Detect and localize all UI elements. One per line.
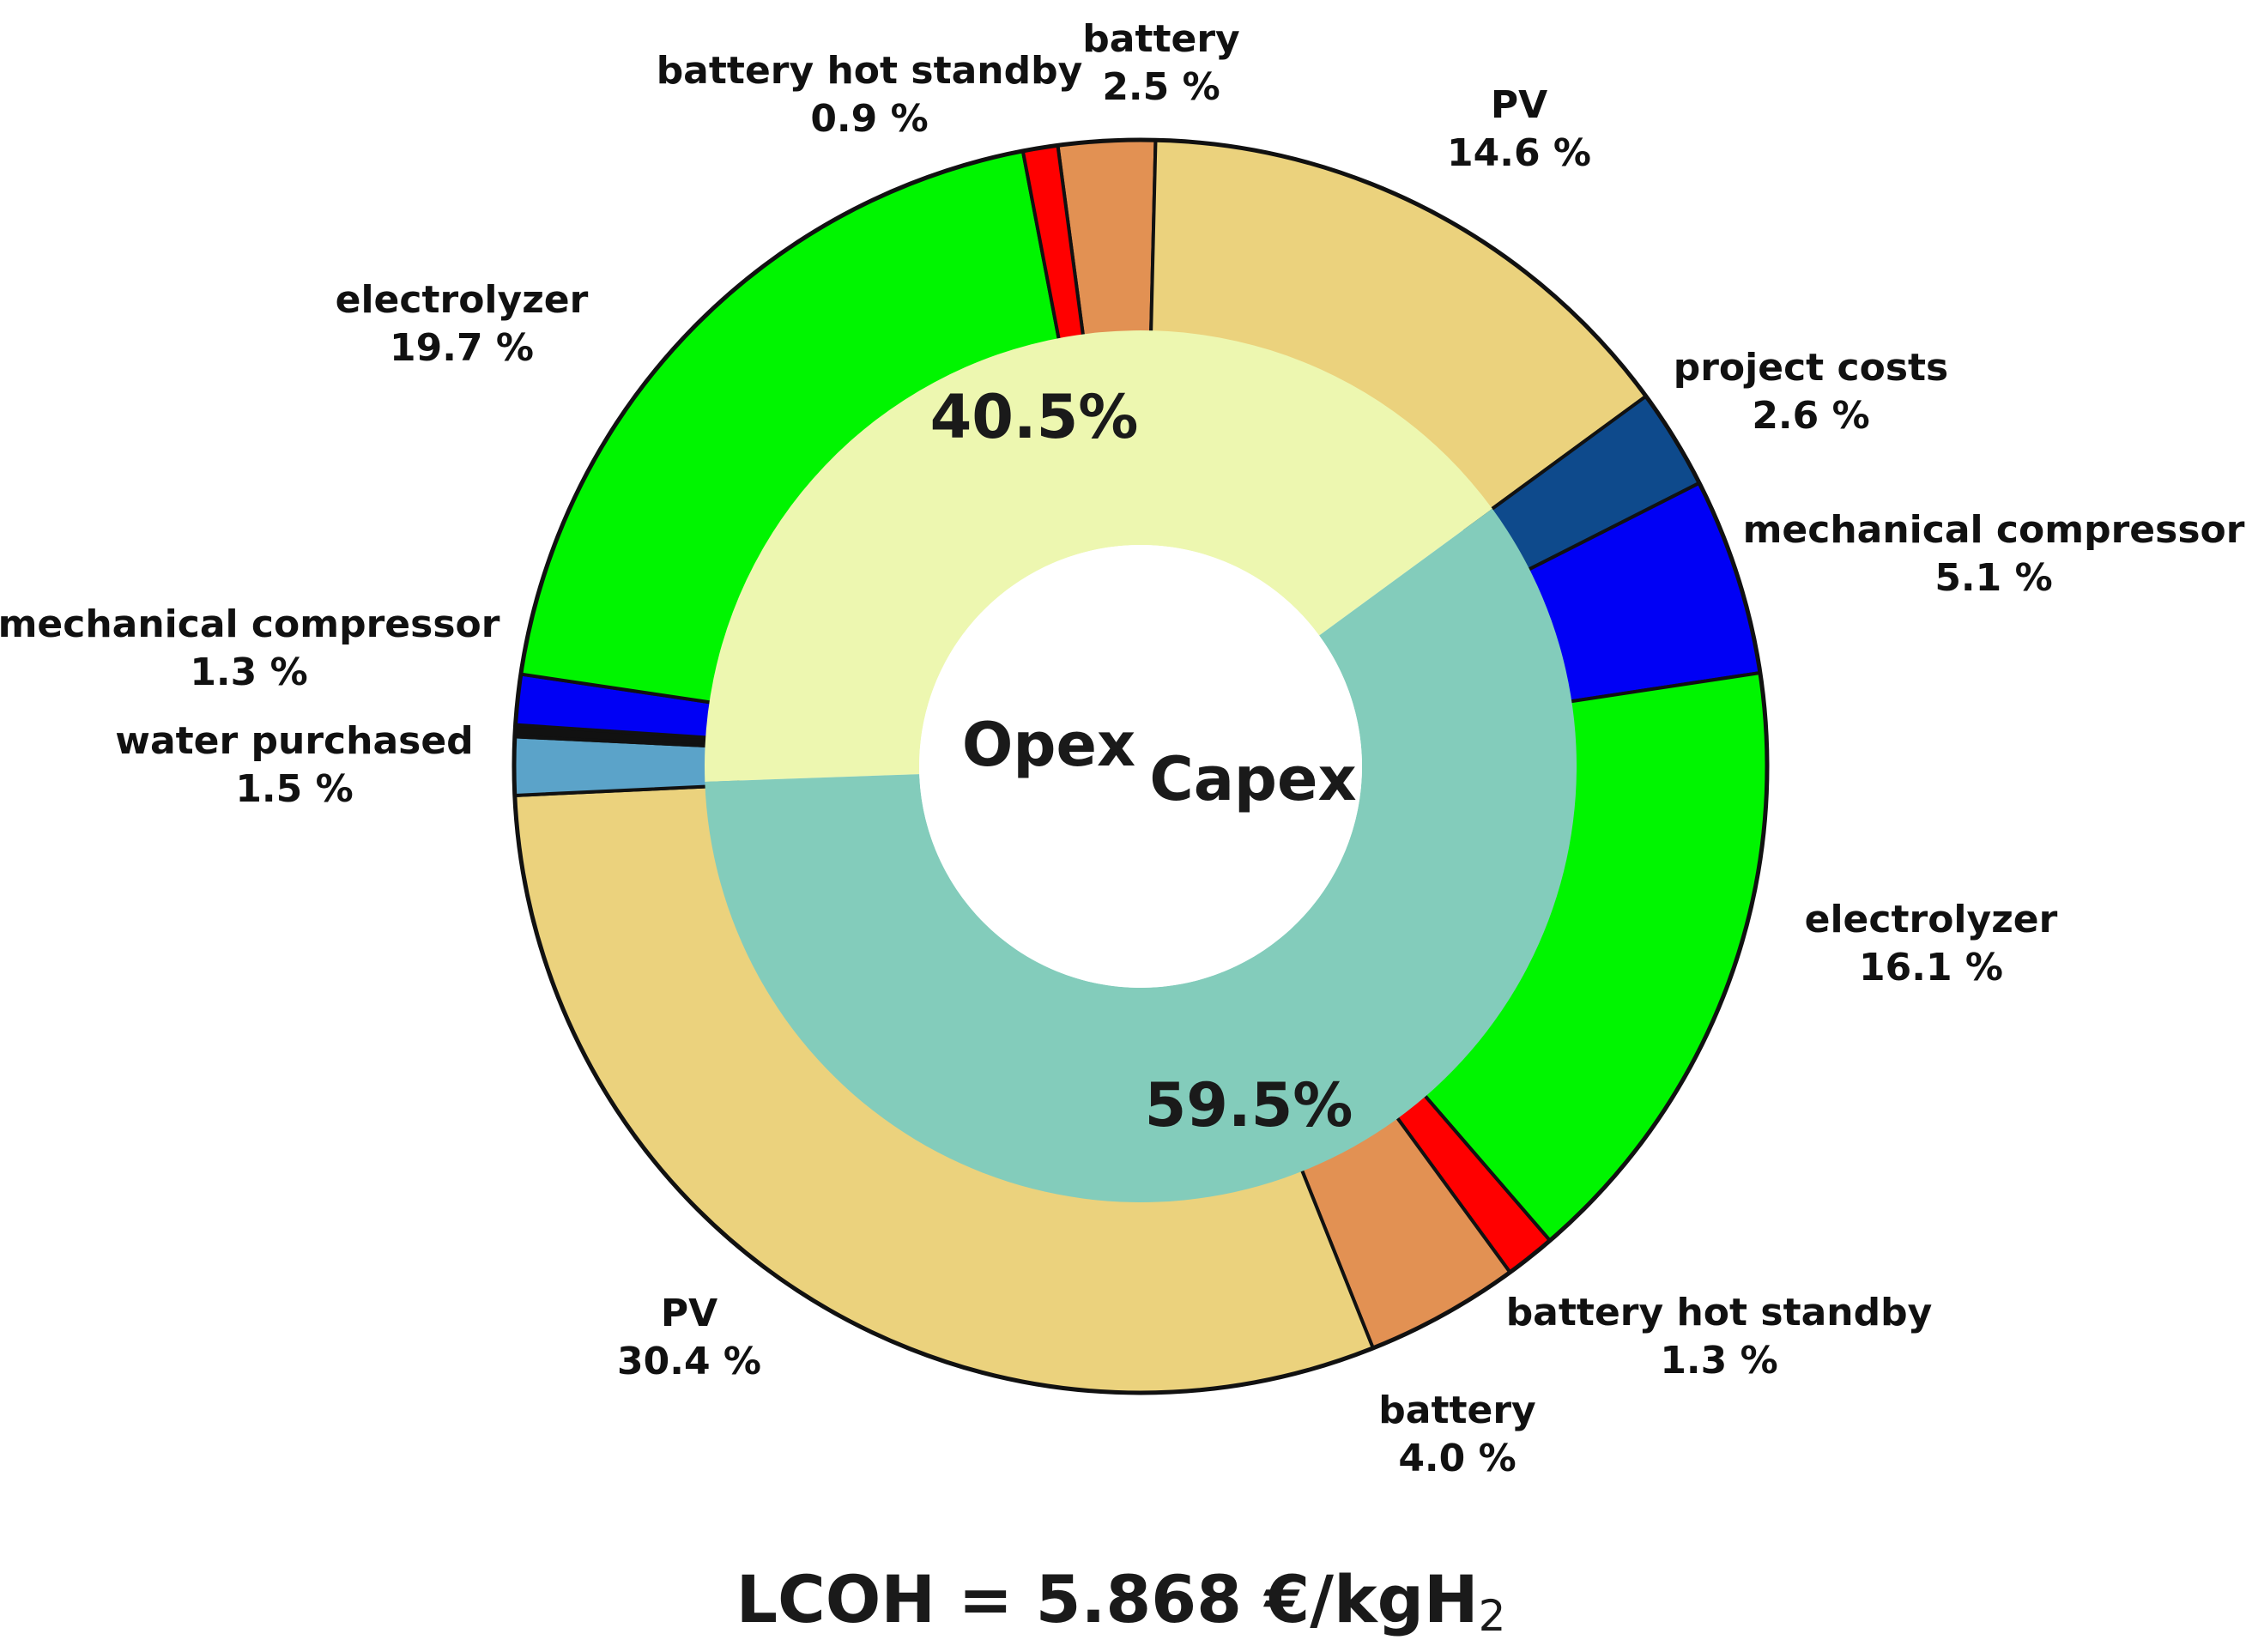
lcoh-caption-main: LCOH = 5.868 €/kgH: [736, 1561, 1479, 1637]
slice-pct-opex-water-purchased: 1.5 %: [235, 767, 353, 811]
slice-label-capex-mechanical-compressor: mechanical compressor: [1743, 508, 2245, 552]
center-label-opex: Opex: [962, 710, 1135, 780]
inner-ring: [705, 330, 1577, 1203]
slice-label-opex-electrolyzer: electrolyzer: [336, 278, 589, 322]
slice-pct-capex-project-costs: 2.6 %: [1752, 394, 1869, 438]
inner-slice-opex: [705, 330, 1492, 782]
slice-pct-opex-battery-hot-standby: 0.9 %: [810, 97, 928, 141]
slice-label-opex-mechanical-compressor: mechanical compressor: [0, 602, 500, 646]
lcoh-caption: LCOH = 5.868 €/kgH2: [736, 1561, 1506, 1641]
slice-pct-opex-mechanical-compressor: 1.3 %: [190, 651, 307, 694]
slice-pct-opex-electrolyzer: 19.7 %: [390, 326, 534, 370]
slice-pct-capex-mechanical-compressor: 5.1 %: [1934, 556, 2052, 600]
slice-label-capex-battery: battery: [1378, 1389, 1535, 1432]
slice-pct-capex-pv: 30.4 %: [617, 1340, 761, 1383]
slice-pct-capex-battery-hot-standby: 1.3 %: [1660, 1339, 1777, 1383]
slice-label-opex-battery: battery: [1082, 17, 1239, 61]
lcoh-caption-subscript: 2: [1479, 1591, 1506, 1641]
slice-pct-capex-electrolyzer: 16.1 %: [1859, 946, 2003, 989]
outer-ring-border: [512, 137, 1770, 1395]
slice-label-capex-battery-hot-standby: battery hot standby: [1506, 1291, 1933, 1334]
donut-hole: [919, 545, 1362, 988]
slice-label-opex-pv: PV: [1491, 83, 1547, 127]
slice-pct-opex-pv: 14.6 %: [1447, 131, 1591, 175]
inner-pct-label-capex: 59.5%: [1145, 1070, 1353, 1141]
inner-slice-capex: [705, 508, 1577, 1203]
slice-pct-capex-battery: 4.0 %: [1398, 1437, 1516, 1480]
slice-label-capex-electrolyzer: electrolyzer: [1805, 898, 2058, 941]
slice-label-capex-project-costs: project costs: [1674, 346, 1949, 390]
slice-label-capex-pv: PV: [661, 1292, 717, 1335]
slice-pct-opex-battery: 2.5 %: [1102, 65, 1220, 109]
slice-label-opex-water-purchased: water purchased: [115, 719, 473, 763]
slice-label-opex-battery-hot-standby: battery hot standby: [657, 49, 1083, 93]
inner-pct-label-opex: 40.5%: [930, 382, 1139, 452]
center-label-capex: Capex: [1149, 744, 1356, 814]
